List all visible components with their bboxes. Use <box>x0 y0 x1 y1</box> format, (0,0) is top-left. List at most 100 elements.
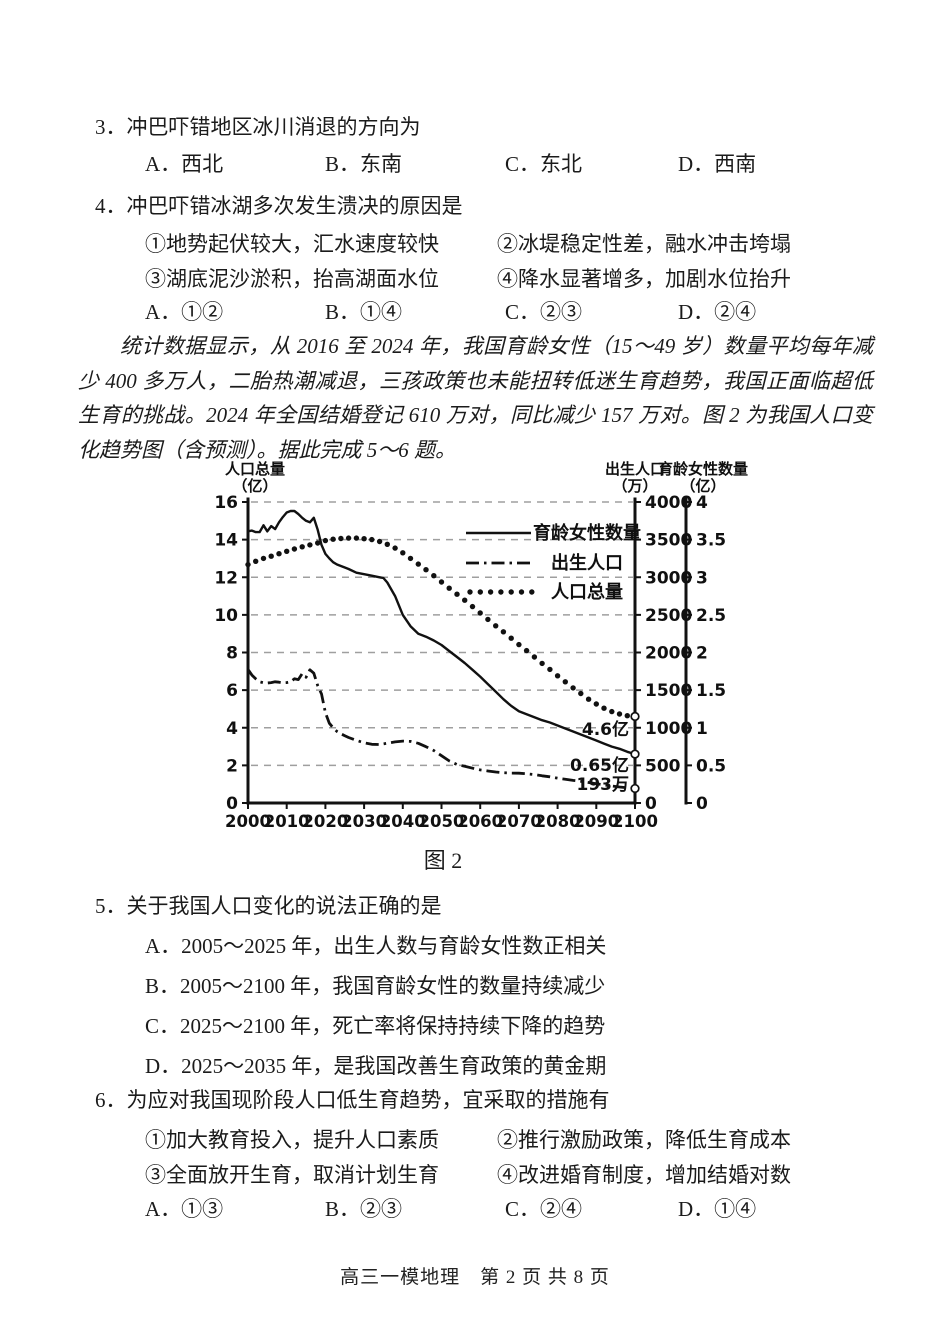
material-paragraph: 统计数据显示，从 2016 至 2024 年，我国育龄女性（15～49 岁）数量… <box>78 334 873 462</box>
svg-text:2000: 2000 <box>645 644 692 664</box>
end-value-label: 4.6亿 <box>582 719 629 740</box>
series-dot <box>516 641 522 648</box>
series-dot <box>570 685 576 691</box>
series-dot <box>384 541 390 547</box>
series-dot <box>284 548 290 554</box>
series-dot <box>330 536 336 542</box>
series-dot <box>485 616 491 623</box>
svg-text:2090: 2090 <box>573 812 619 831</box>
svg-text:2000: 2000 <box>225 812 271 831</box>
series-dot <box>268 553 274 559</box>
question-4-stem: 4．冲巴吓错冰湖多次发生溃决的原因是 <box>95 194 463 218</box>
question-4-item-4: ④降水显著增多，加剧水位抬升 <box>497 267 791 291</box>
svg-text:16: 16 <box>214 493 238 513</box>
question-6-option-a: A．①③ <box>145 1197 224 1221</box>
figure-2: 0 2 4 6 8 10 12 14 16 0 500 1000 1500 2000 2500 3000 350… <box>183 458 803 858</box>
series-dot <box>276 551 282 557</box>
question-6-option-b: B．②③ <box>325 1197 403 1221</box>
svg-text:2500: 2500 <box>645 606 692 626</box>
svg-text:3.5: 3.5 <box>696 531 726 551</box>
svg-text:3500: 3500 <box>645 531 692 551</box>
svg-text:0.5: 0.5 <box>696 756 726 776</box>
series-dot <box>624 713 630 719</box>
svg-text:2070: 2070 <box>496 812 542 831</box>
svg-text:6: 6 <box>226 681 238 701</box>
svg-text:2: 2 <box>226 756 238 776</box>
svg-text:2050: 2050 <box>419 812 465 831</box>
svg-text:人口总量: 人口总量 <box>225 460 285 478</box>
series-dot <box>616 711 623 717</box>
question-6-item-2: ②推行激励政策，降低生育成本 <box>497 1128 791 1152</box>
series-dot <box>454 591 460 597</box>
end-value-label: 193万 <box>577 775 630 795</box>
series-dot <box>299 544 305 550</box>
svg-text:2060: 2060 <box>457 812 503 831</box>
series-dot <box>438 579 445 585</box>
series-dot <box>369 536 375 543</box>
series-dot <box>291 546 298 552</box>
series-dot <box>500 629 507 635</box>
svg-text:1500: 1500 <box>645 681 692 701</box>
series-endpoint <box>630 749 640 759</box>
series-dot <box>253 558 259 564</box>
question-3-option-b: B．东南 <box>325 152 403 176</box>
series-solid <box>247 509 636 756</box>
series-dot <box>547 666 553 673</box>
question-5-option-a: A．2005～2025 年，出生人数与育龄女性数正相关 <box>145 934 607 958</box>
question-5-stem: 5．关于我国人口变化的说法正确的是 <box>95 894 442 918</box>
svg-text:2100: 2100 <box>612 812 658 831</box>
series-dot <box>554 673 561 679</box>
series-dot <box>578 690 584 697</box>
question-3-option-c: C．东北 <box>505 152 583 176</box>
series-dot <box>431 573 437 579</box>
question-4-option-c: C．②③ <box>505 300 583 324</box>
svg-text:（亿）: （亿） <box>232 477 277 495</box>
svg-text:14: 14 <box>214 531 238 551</box>
legend-label: 出生人口 <box>551 552 623 574</box>
series-dot <box>601 705 607 711</box>
question-4-item-2: ②冰堤稳定性差，融水冲击垮塌 <box>497 232 791 256</box>
series-dot <box>423 567 429 573</box>
svg-text:4000: 4000 <box>645 493 692 513</box>
svg-text:出生人口: 出生人口 <box>605 460 665 478</box>
svg-text:10: 10 <box>214 606 238 626</box>
series-dot <box>508 635 514 641</box>
svg-text:0: 0 <box>226 794 238 814</box>
question-6-option-d: D．①④ <box>678 1197 757 1221</box>
question-6-stem: 6．为应对我国现阶段人口低生育趋势，宜采取的措施有 <box>95 1088 610 1112</box>
svg-text:（亿）: （亿） <box>680 477 725 495</box>
series-dot <box>392 545 398 551</box>
svg-text:0: 0 <box>696 794 708 814</box>
svg-text:8: 8 <box>226 644 238 664</box>
svg-text:2010: 2010 <box>264 812 310 831</box>
svg-text:500: 500 <box>645 756 681 776</box>
series-dot <box>338 535 344 542</box>
svg-text:4: 4 <box>226 719 238 739</box>
question-5-option-c: C．2025～2100 年，死亡率将保持持续下降的趋势 <box>145 1014 606 1038</box>
series-dot <box>593 701 599 707</box>
svg-text:4: 4 <box>696 493 708 513</box>
question-4-option-d: D．②④ <box>678 300 757 324</box>
series-dot <box>400 550 406 556</box>
svg-text:1.5: 1.5 <box>696 681 726 701</box>
series-dot <box>322 537 329 544</box>
svg-text:12: 12 <box>214 568 238 588</box>
svg-text:2.5: 2.5 <box>696 606 726 626</box>
svg-text:育龄女性数量: 育龄女性数量 <box>658 460 748 478</box>
question-6-option-c: C．②④ <box>505 1197 583 1221</box>
series-dot <box>523 647 530 654</box>
series-dot <box>493 623 499 629</box>
svg-text:2040: 2040 <box>380 812 426 831</box>
series-dot <box>353 535 360 541</box>
series-endpoint <box>630 711 640 722</box>
series-dot <box>245 561 251 568</box>
series-dashdot <box>246 668 636 790</box>
series-dot <box>376 538 383 545</box>
figure-caption: 图 2 <box>423 848 463 873</box>
series-dot <box>307 542 313 548</box>
series-dot <box>361 536 367 542</box>
series-dot <box>446 585 452 591</box>
series-dot <box>315 540 321 546</box>
svg-text:2: 2 <box>696 644 708 664</box>
